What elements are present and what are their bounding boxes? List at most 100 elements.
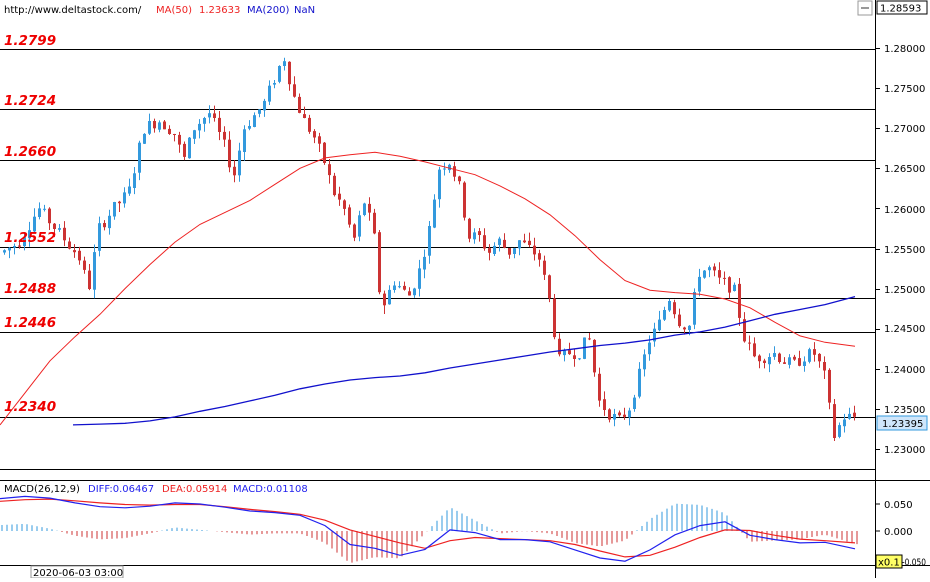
candle-down bbox=[738, 283, 741, 318]
ma50-label: MA(50) bbox=[156, 5, 192, 16]
candle-down bbox=[488, 248, 491, 253]
candle-up bbox=[243, 129, 246, 152]
candle-down bbox=[323, 142, 326, 163]
candle-up bbox=[518, 240, 521, 249]
candle-down bbox=[678, 314, 681, 327]
candle-down bbox=[553, 298, 556, 338]
candle-up bbox=[643, 354, 646, 370]
candle-up bbox=[648, 342, 651, 355]
candle-down bbox=[778, 353, 781, 362]
dea-line bbox=[0, 498, 856, 558]
zoom-badge[interactable] bbox=[875, 554, 903, 569]
candle-down bbox=[403, 285, 406, 290]
ma200-value: NaN bbox=[294, 5, 315, 16]
candle-down bbox=[373, 212, 376, 234]
candle-up bbox=[23, 237, 26, 247]
price-tick: 1.23500 bbox=[884, 405, 925, 416]
candle-down bbox=[303, 114, 306, 118]
candle-down bbox=[478, 231, 481, 235]
candle-down bbox=[503, 239, 506, 248]
candle-up bbox=[278, 66, 281, 82]
candle-up bbox=[773, 353, 776, 357]
source-url: http://www.deltastock.com/ bbox=[4, 5, 142, 16]
candle-up bbox=[663, 310, 666, 320]
candle-up bbox=[258, 109, 261, 114]
candle-down bbox=[483, 235, 486, 249]
candle-up bbox=[433, 199, 436, 228]
candle-down bbox=[348, 207, 351, 225]
candle-down bbox=[523, 240, 526, 243]
candle-down bbox=[593, 339, 596, 373]
level-label: 1.2660 bbox=[4, 144, 56, 160]
candle-up bbox=[248, 126, 251, 129]
candle-down bbox=[308, 117, 311, 132]
candle-up bbox=[128, 186, 131, 194]
candle-down bbox=[83, 260, 86, 270]
level-label: 1.2446 bbox=[4, 315, 56, 331]
price-tick: 1.25000 bbox=[884, 285, 925, 296]
candle-up bbox=[283, 61, 286, 66]
level-label: 1.2340 bbox=[4, 399, 56, 415]
price-tick: 1.27000 bbox=[884, 124, 925, 135]
candle-up bbox=[418, 268, 421, 289]
candle-down bbox=[408, 291, 411, 296]
current-price-box bbox=[876, 415, 928, 431]
candle-down bbox=[673, 302, 676, 315]
candle-up bbox=[448, 164, 451, 171]
candle-up bbox=[838, 425, 841, 437]
candle-up bbox=[3, 250, 6, 253]
candle-up bbox=[363, 203, 366, 215]
candle-down bbox=[588, 338, 591, 340]
candle-up bbox=[208, 113, 211, 118]
candle-down bbox=[338, 193, 341, 200]
candle-up bbox=[138, 142, 141, 173]
candle-up bbox=[193, 130, 196, 139]
candle-down bbox=[88, 270, 91, 289]
candle-up bbox=[658, 319, 661, 331]
macd-tick: 0.000 bbox=[884, 527, 913, 538]
candle-down bbox=[163, 121, 166, 130]
diff-line bbox=[0, 495, 856, 562]
candle-down bbox=[63, 227, 66, 241]
candle-down bbox=[743, 319, 746, 342]
price-tick: 1.26000 bbox=[884, 205, 925, 216]
candle-up bbox=[413, 288, 416, 296]
macd-diff: DIFF:0.06467 bbox=[88, 484, 154, 495]
candle-up bbox=[188, 137, 191, 159]
candle-down bbox=[288, 61, 291, 85]
candle-up bbox=[708, 267, 711, 271]
candle-down bbox=[223, 131, 226, 140]
candle-down bbox=[783, 362, 786, 364]
footer-date: 2020-06-03 03:00 bbox=[33, 568, 123, 578]
candle-down bbox=[178, 134, 181, 145]
candle-down bbox=[573, 355, 576, 359]
candle-down bbox=[183, 143, 186, 157]
candle-up bbox=[268, 85, 271, 102]
candle-down bbox=[813, 349, 816, 355]
candle-up bbox=[203, 118, 206, 124]
candle-up bbox=[58, 228, 61, 230]
candle-up bbox=[33, 216, 36, 232]
candle-down bbox=[333, 175, 336, 196]
candle-down bbox=[823, 362, 826, 371]
candle-up bbox=[438, 169, 441, 200]
candle-up bbox=[578, 358, 581, 360]
candle-down bbox=[603, 399, 606, 410]
candle-down bbox=[153, 121, 156, 129]
candle-down bbox=[213, 113, 216, 118]
candle-down bbox=[598, 373, 601, 401]
price-tick: 1.25500 bbox=[884, 245, 925, 256]
level-label: 1.2724 bbox=[4, 93, 56, 109]
candle-up bbox=[698, 276, 701, 292]
macd-dea: DEA:0.05914 bbox=[162, 484, 227, 495]
candle-up bbox=[273, 83, 276, 85]
level-label: 1.2488 bbox=[4, 281, 56, 297]
candle-down bbox=[298, 96, 301, 113]
candle-down bbox=[453, 166, 456, 177]
candle-down bbox=[313, 131, 316, 138]
candle-up bbox=[158, 122, 161, 130]
candle-down bbox=[318, 136, 321, 144]
candle-down bbox=[568, 350, 571, 355]
candle-down bbox=[343, 200, 346, 209]
